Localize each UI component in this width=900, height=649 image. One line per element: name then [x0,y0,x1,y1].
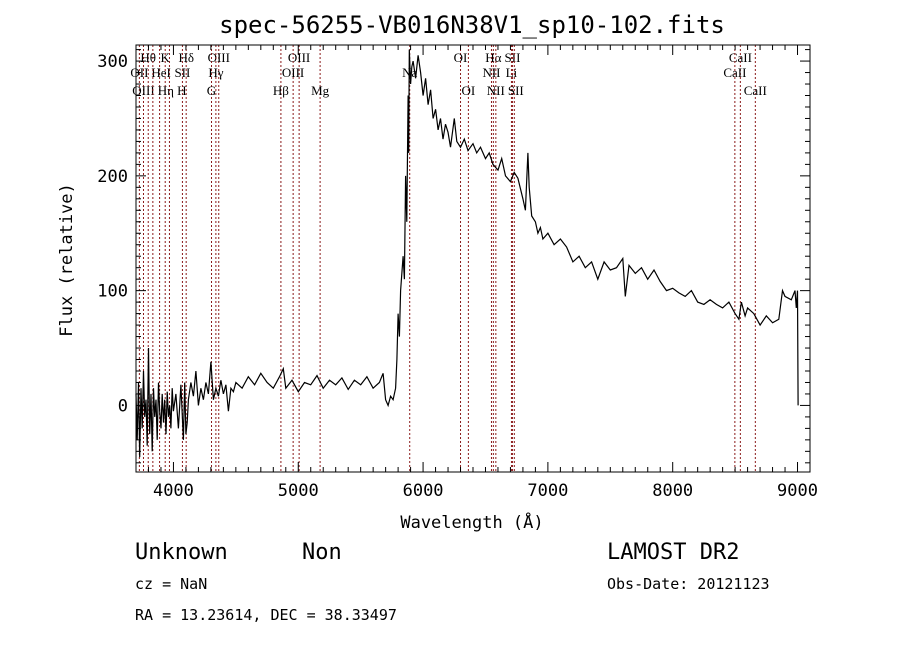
line-marker-label: K [161,50,171,65]
line-marker-label: Mg [311,83,330,98]
line-marker-label: OI [462,83,476,98]
line-marker-label: OIII [288,50,310,65]
x-tick-label: 7000 [527,481,568,501]
x-axis-label: Wavelength (Å) [400,511,543,533]
y-axis-label: Flux (relative) [57,183,77,337]
line-marker-label: Hθ [140,50,156,65]
line-marker-label: OIII [282,65,304,80]
plot-frame [135,44,811,473]
survey-label: LAMOST DR2 [607,540,739,565]
line-marker-label: OI [454,50,468,65]
class-label: Unknown [135,540,228,565]
line-marker-label: CaII [729,50,752,65]
line-marker-label: OIII [208,50,230,65]
line-marker-label: HeI [151,65,171,80]
coords-label: RA = 13.23614, DEC = 38.33497 [135,606,397,624]
line-marker-label: G [207,83,216,98]
axes: 4000 5000 6000 7000 8000 9000 0 100 200 300 [97,45,818,501]
y-tick-label: 200 [97,167,128,187]
line-marker-label: Hβ [273,83,289,98]
line-marker-label: SII [505,50,521,65]
x-tick-label: 6000 [403,481,444,501]
line-marker-label: Hα [485,50,501,65]
y-tick-label: 100 [97,282,128,302]
line-marker-label: CaII [744,83,767,98]
subclass-label: Non [302,540,342,565]
line-marker-label: H [177,83,186,98]
line-marker-label: SII [508,83,524,98]
y-tick-label: 300 [97,52,128,72]
x-tick-label: 9000 [777,481,818,501]
spectrum-series [135,49,799,458]
line-marker-label: NII [482,65,500,80]
line-marker-label: SII [174,65,190,80]
x-tick-label: 8000 [652,481,693,501]
line-marker-label: NII [487,83,505,98]
x-tick-label: 5000 [278,481,319,501]
line-marker-label: Hγ [208,65,223,80]
line-marker-label: CaII [723,65,746,80]
line-marker-label: Hδ [178,50,194,65]
line-marker-label: OIII [132,83,154,98]
y-tick-label: 0 [118,396,128,416]
chart-title: spec-56255-VB016N38V1_sp10-102.fits [219,11,725,39]
obs-date-label: Obs-Date: 20121123 [607,575,770,593]
x-tick-label: 4000 [153,481,194,501]
line-marker-label: Li [506,65,518,80]
spectrum-line [135,49,799,458]
line-marker-label: Hη [158,83,174,98]
redshift-label: cz = NaN [135,575,207,593]
